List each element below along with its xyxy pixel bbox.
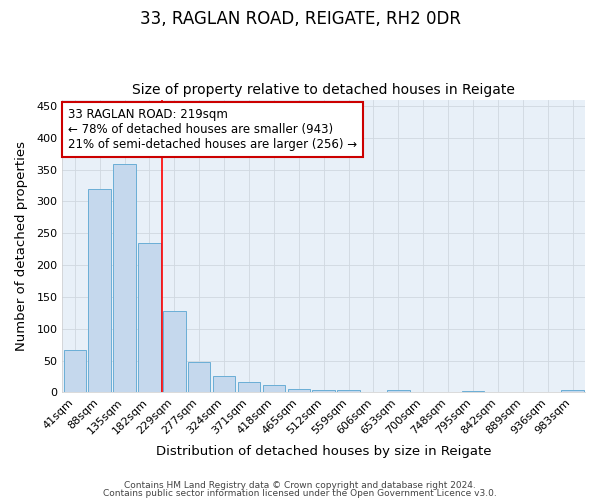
Text: Contains public sector information licensed under the Open Government Licence v3: Contains public sector information licen… — [103, 488, 497, 498]
Y-axis label: Number of detached properties: Number of detached properties — [15, 141, 28, 351]
Bar — [238, 382, 260, 392]
Bar — [163, 312, 185, 392]
Bar — [88, 188, 111, 392]
Bar — [287, 389, 310, 392]
Bar — [138, 243, 161, 392]
Bar — [462, 391, 484, 392]
Text: Contains HM Land Registry data © Crown copyright and database right 2024.: Contains HM Land Registry data © Crown c… — [124, 481, 476, 490]
Text: 33, RAGLAN ROAD, REIGATE, RH2 0DR: 33, RAGLAN ROAD, REIGATE, RH2 0DR — [139, 10, 461, 28]
X-axis label: Distribution of detached houses by size in Reigate: Distribution of detached houses by size … — [156, 444, 491, 458]
Bar — [263, 384, 285, 392]
Text: 33 RAGLAN ROAD: 219sqm
← 78% of detached houses are smaller (943)
21% of semi-de: 33 RAGLAN ROAD: 219sqm ← 78% of detached… — [68, 108, 356, 152]
Bar — [113, 164, 136, 392]
Bar — [213, 376, 235, 392]
Bar — [562, 390, 584, 392]
Bar — [387, 390, 410, 392]
Title: Size of property relative to detached houses in Reigate: Size of property relative to detached ho… — [132, 83, 515, 97]
Bar — [64, 350, 86, 393]
Bar — [188, 362, 211, 392]
Bar — [313, 390, 335, 392]
Bar — [337, 390, 360, 392]
